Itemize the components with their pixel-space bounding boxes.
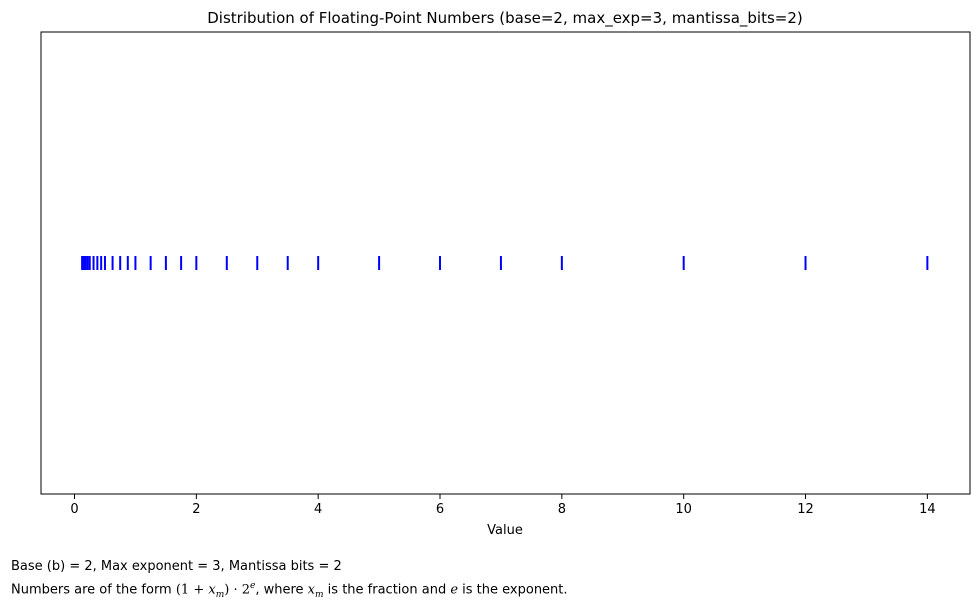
formula-sub-m: m (215, 589, 225, 600)
x-tick-label: 6 (436, 502, 444, 517)
chart-title: Distribution of Floating-Point Numbers (… (207, 9, 803, 28)
x-tick-label: 2 (192, 502, 200, 517)
caption-mid-2: is the fraction and (323, 582, 451, 598)
data-markers (81, 256, 929, 270)
x-tick-label: 0 (70, 502, 78, 517)
x-tick-label: 10 (675, 502, 692, 517)
caption-sub-m: m (315, 589, 324, 600)
caption-formula-prefix: Numbers are of the form (11, 582, 176, 598)
formula-close: ) · 2 (224, 582, 250, 598)
plot-frame (40, 31, 971, 495)
formula-open: (1 + (175, 582, 209, 598)
formula-var-x: x (208, 582, 216, 598)
caption-var-e: e (450, 582, 459, 598)
caption-suffix: is the exponent. (458, 582, 568, 598)
x-tick-label: 4 (314, 502, 322, 517)
x-tick-label: 12 (797, 502, 814, 517)
x-tick-label: 8 (558, 502, 566, 517)
x-tick-label: 14 (919, 502, 936, 517)
formula-sup-e: e (250, 581, 256, 591)
caption-var-x: x (307, 582, 315, 598)
x-axis-ticks: 0 2 4 6 8 10 12 14 (70, 494, 936, 517)
caption-parameters: Base (b) = 2, Max exponent = 3, Mantissa… (11, 559, 342, 574)
caption-formula: Numbers are of the form (1 + xm) · 2e, w… (11, 578, 568, 603)
x-axis-label: Value (487, 523, 523, 538)
caption-mid-1: , where (255, 582, 308, 598)
